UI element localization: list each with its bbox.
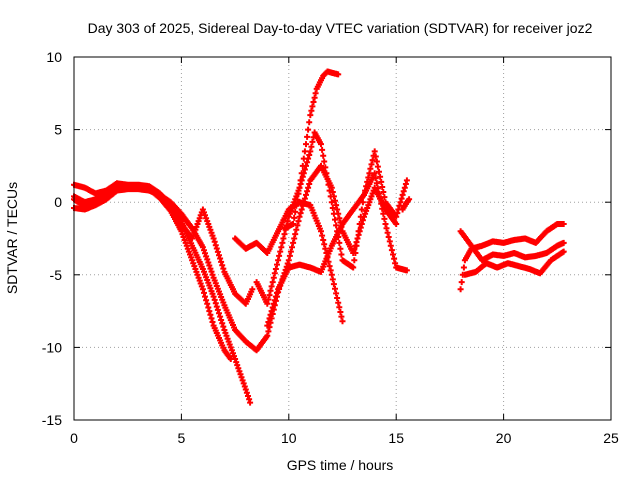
- y-tick-label: 0: [54, 194, 62, 210]
- series-track-4: [71, 183, 256, 307]
- series-marks: [457, 221, 567, 293]
- series-track-1: [71, 180, 254, 406]
- series-marks: [71, 183, 256, 307]
- series-track-10: [457, 221, 567, 293]
- series-marks: [264, 170, 410, 329]
- series-track-6: [264, 170, 410, 329]
- series-track-9: [399, 196, 413, 213]
- series-marks: [71, 180, 254, 406]
- y-tick-label: -15: [42, 412, 62, 428]
- series-track-7: [253, 129, 410, 307]
- series-track-11: [457, 228, 567, 264]
- x-tick-label: 15: [388, 430, 404, 446]
- series-track-3: [71, 162, 400, 354]
- series-marks: [71, 162, 400, 354]
- data-points: [71, 68, 567, 406]
- plot-frame: [73, 56, 612, 421]
- series-track-12: [461, 248, 567, 278]
- x-tick-label: 25: [603, 430, 619, 446]
- series-marks: [71, 184, 234, 362]
- x-tick-label: 5: [178, 430, 186, 446]
- series-marks: [399, 196, 413, 213]
- series-marks: [253, 129, 410, 307]
- grid-lines: [74, 57, 611, 420]
- y-tick-label: -10: [42, 339, 62, 355]
- chart-title: Day 303 of 2025, Sidereal Day-to-day VTE…: [88, 20, 593, 36]
- series-marks: [461, 248, 567, 278]
- x-tick-label: 20: [496, 430, 512, 446]
- series-marks: [457, 228, 567, 264]
- y-tick-label: -5: [50, 267, 63, 283]
- series-track-2: [71, 184, 234, 362]
- x-tick-label: 10: [281, 430, 297, 446]
- x-axis-label: GPS time / hours: [287, 457, 394, 473]
- y-tick-label: 5: [54, 122, 62, 138]
- series-track-8: [281, 68, 342, 232]
- y-tick-label: 10: [46, 49, 62, 65]
- y-axis-label: SDTVAR / TECUs: [4, 182, 20, 294]
- x-tick-label: 0: [70, 430, 78, 446]
- series-marks: [281, 68, 342, 232]
